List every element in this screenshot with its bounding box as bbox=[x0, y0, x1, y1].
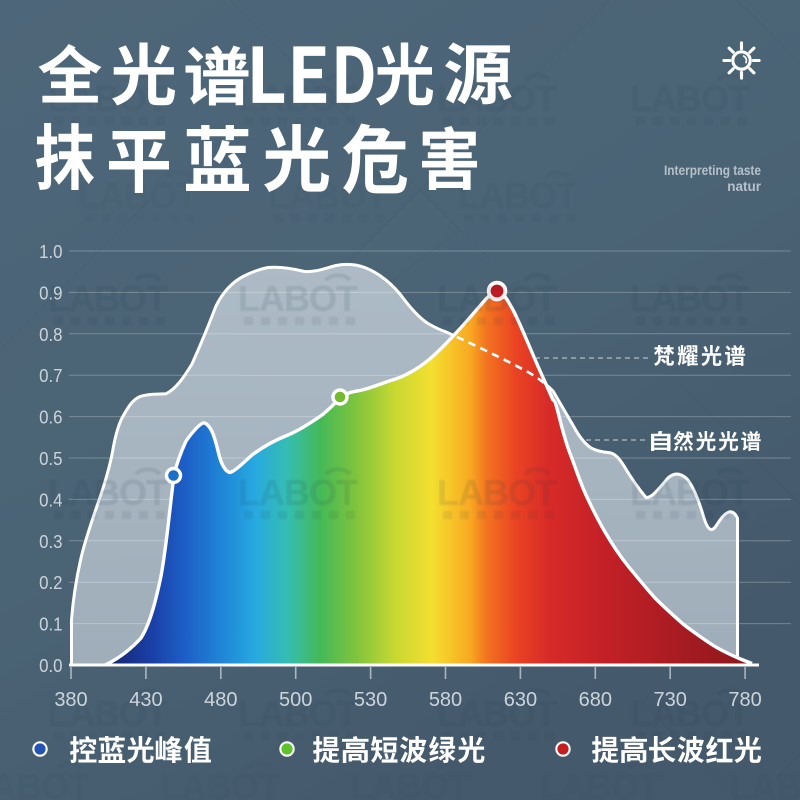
svg-text:580: 580 bbox=[429, 689, 462, 711]
svg-text:780: 780 bbox=[728, 689, 761, 711]
svg-text:0.4: 0.4 bbox=[39, 489, 62, 510]
svg-text:500: 500 bbox=[279, 689, 312, 711]
svg-text:0.6: 0.6 bbox=[39, 407, 62, 428]
svg-text:0.3: 0.3 bbox=[39, 531, 62, 552]
svg-text:0.9: 0.9 bbox=[39, 282, 62, 303]
svg-text:0.8: 0.8 bbox=[39, 324, 62, 345]
svg-text:480: 480 bbox=[204, 689, 237, 711]
svg-text:Interpreting taste: Interpreting taste bbox=[664, 163, 761, 178]
svg-text:0.1: 0.1 bbox=[39, 614, 62, 635]
svg-text:0.2: 0.2 bbox=[39, 572, 62, 593]
svg-text:630: 630 bbox=[504, 689, 537, 711]
svg-text:natur: natur bbox=[727, 179, 761, 194]
svg-text:380: 380 bbox=[54, 689, 87, 711]
svg-text:0.7: 0.7 bbox=[39, 365, 62, 386]
svg-text:0.5: 0.5 bbox=[39, 448, 62, 469]
svg-text:1.0: 1.0 bbox=[39, 241, 62, 262]
svg-text:430: 430 bbox=[129, 689, 162, 711]
svg-text:530: 530 bbox=[354, 689, 387, 711]
svg-text:0.0: 0.0 bbox=[39, 655, 62, 676]
svg-text:730: 730 bbox=[654, 689, 687, 711]
svg-text:680: 680 bbox=[579, 689, 612, 711]
